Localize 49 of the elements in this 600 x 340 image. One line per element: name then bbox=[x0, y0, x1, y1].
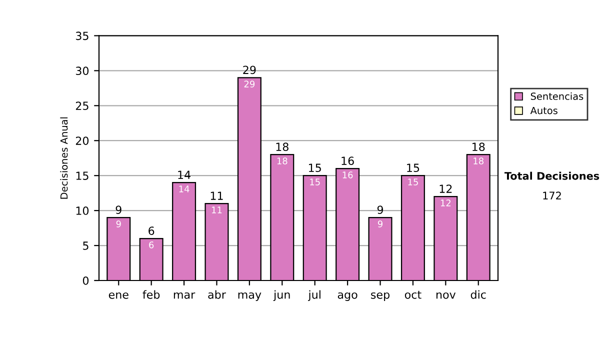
y-tick-label: 35 bbox=[76, 32, 88, 40]
x-tick-label: ago bbox=[338, 292, 358, 301]
x-tick-label: jun bbox=[273, 290, 290, 301]
data-label: 11 bbox=[212, 206, 222, 214]
total-label: 11 bbox=[210, 192, 223, 200]
data-label: 16 bbox=[342, 172, 353, 178]
x-tick-label: sep bbox=[371, 292, 390, 301]
y-tick-label: 25 bbox=[76, 102, 88, 110]
total-label: 9 bbox=[116, 206, 122, 214]
total-label: 6 bbox=[148, 226, 154, 235]
x-tick-label: abr bbox=[208, 290, 226, 299]
y-tick-label: 0 bbox=[82, 276, 89, 285]
y-tick-label: 20 bbox=[76, 136, 89, 145]
total-label: 18 bbox=[472, 142, 485, 152]
data-label: 18 bbox=[474, 158, 484, 164]
y-tick-label: 30 bbox=[76, 66, 89, 76]
total-label: 14 bbox=[178, 170, 190, 179]
data-label: 14 bbox=[179, 186, 190, 192]
legend-label: Sentencias bbox=[530, 92, 584, 100]
x-tick-label: ene bbox=[108, 292, 128, 299]
total-label: 12 bbox=[440, 184, 452, 193]
text: Total Decisiones bbox=[504, 172, 600, 180]
data-label: 18 bbox=[277, 158, 288, 164]
data-label: 15 bbox=[408, 178, 418, 186]
total-label: 15 bbox=[309, 164, 321, 172]
y-tick-label: 10 bbox=[76, 206, 89, 215]
x-tick-label: jul bbox=[308, 290, 320, 301]
x-tick-label: dic bbox=[470, 290, 486, 299]
x-tick-label: feb bbox=[142, 290, 160, 299]
x-tick-label: mar bbox=[174, 292, 196, 299]
total-label: 29 bbox=[243, 66, 256, 74]
text: 172 bbox=[543, 192, 561, 200]
x-tick-label: nov bbox=[436, 292, 456, 299]
data-label: 9 bbox=[378, 220, 382, 228]
data-label: 12 bbox=[440, 200, 451, 206]
x-tick-label: may bbox=[238, 292, 262, 301]
data-label: 29 bbox=[244, 80, 255, 88]
data-label: 9 bbox=[116, 220, 121, 228]
y-axis-title: Decisiones Anual bbox=[60, 117, 68, 199]
data-label: 15 bbox=[310, 178, 320, 186]
y-tick-label: 5 bbox=[83, 242, 88, 250]
total-label: 16 bbox=[342, 156, 354, 166]
data-label: 6 bbox=[149, 241, 154, 248]
legend-label: Autos bbox=[530, 106, 558, 114]
total-label: 9 bbox=[377, 206, 384, 214]
y-tick-label: 15 bbox=[76, 172, 88, 180]
total-label: 15 bbox=[407, 164, 420, 172]
total-label: 18 bbox=[276, 142, 288, 152]
x-tick-label: oct bbox=[404, 290, 422, 299]
